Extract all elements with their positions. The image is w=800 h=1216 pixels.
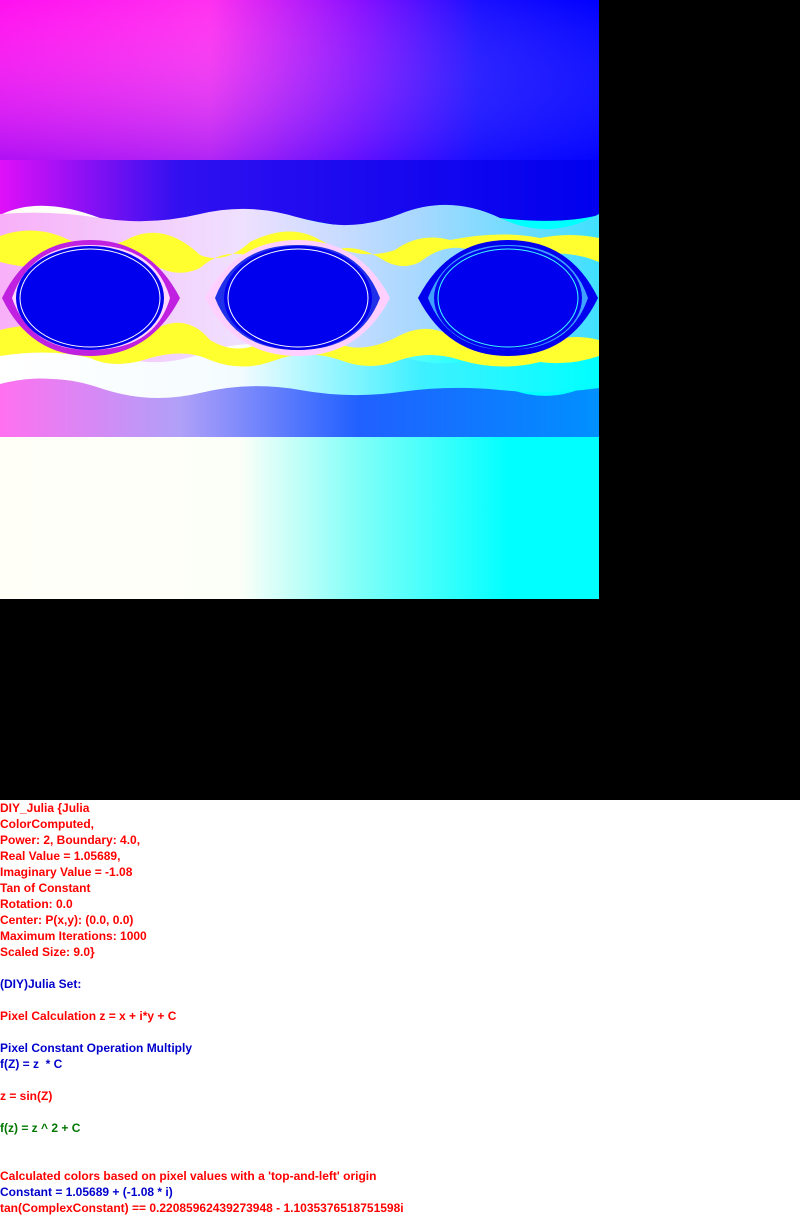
info-line: f(Z) = z * C — [0, 1057, 63, 1071]
info-line: z = sin(Z) — [0, 1089, 53, 1103]
info-line: DIY_Julia {Julia — [0, 801, 90, 815]
info-line — [0, 1024, 800, 1040]
info-line: (DIY)Julia Set: — [0, 977, 82, 991]
info-line: ColorComputed, — [0, 817, 94, 831]
info-line — [0, 1152, 800, 1168]
info-line: Maximum Iterations: 1000 — [0, 929, 147, 943]
info-line — [0, 960, 800, 976]
fractal-info-panel: DIY_Julia {Julia ColorComputed, Power: 2, … — [0, 800, 800, 1216]
julia-fractal-image — [0, 0, 599, 599]
info-line: tan(ComplexConstant) == 0.22085962439273… — [0, 1201, 404, 1215]
info-line — [0, 992, 800, 1008]
info-line: Power: 2, Boundary: 4.0, — [0, 833, 141, 847]
info-line: Imaginary Value = -1.08 — [0, 865, 133, 879]
info-line: Tan of Constant — [0, 881, 91, 895]
info-line: Real Value = 1.05689, — [0, 849, 121, 863]
info-line: Pixel Constant Operation Multiply — [0, 1041, 193, 1055]
info-line — [0, 1136, 800, 1152]
info-line: Scaled Size: 9.0} — [0, 945, 95, 959]
info-line: Rotation: 0.0 — [0, 897, 73, 911]
info-line: Center: P(x,y): (0.0, 0.0) — [0, 913, 134, 927]
info-line — [0, 1072, 800, 1088]
info-line: f(z) = z ^ 2 + C — [0, 1121, 81, 1135]
render-canvas — [0, 0, 800, 800]
info-line: Calculated colors based on pixel values … — [0, 1169, 377, 1183]
info-line: Pixel Calculation z = x + i*y + C — [0, 1009, 177, 1023]
info-line: Constant = 1.05689 + (-1.08 * i) — [0, 1185, 173, 1199]
info-line — [0, 1104, 800, 1120]
